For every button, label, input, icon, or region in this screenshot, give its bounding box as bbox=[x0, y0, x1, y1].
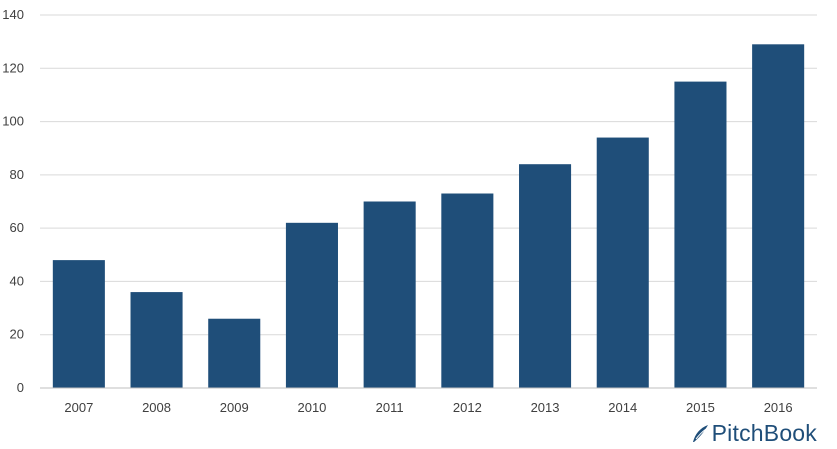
bar-2009 bbox=[208, 318, 261, 388]
x-tick-label: 2009 bbox=[220, 400, 249, 415]
x-tick-label: 2007 bbox=[64, 400, 93, 415]
pitchbook-leaf-icon bbox=[692, 424, 708, 442]
y-tick-label: 40 bbox=[10, 273, 24, 288]
y-tick-label: 20 bbox=[10, 327, 24, 342]
x-tick-label: 2013 bbox=[531, 400, 560, 415]
logo-text: PitchBook bbox=[711, 420, 817, 446]
pitchbook-logo: PitchBook bbox=[691, 420, 817, 447]
bar-2008 bbox=[130, 292, 183, 388]
y-tick-label: 0 bbox=[17, 380, 24, 395]
x-tick-label: 2014 bbox=[608, 400, 637, 415]
x-tick-label: 2010 bbox=[297, 400, 326, 415]
x-tick-label: 2012 bbox=[453, 400, 482, 415]
bar-2012 bbox=[441, 193, 494, 388]
bar-2011 bbox=[363, 201, 416, 388]
bar-2015 bbox=[674, 81, 727, 388]
bar-2016 bbox=[752, 44, 805, 389]
bars bbox=[52, 44, 805, 389]
y-tick-label: 60 bbox=[10, 220, 24, 235]
bar-2013 bbox=[519, 164, 572, 388]
y-tick-label: 100 bbox=[2, 114, 24, 129]
bar-2010 bbox=[285, 222, 338, 388]
bar-2014 bbox=[596, 137, 649, 388]
y-tick-label: 80 bbox=[10, 167, 24, 182]
x-tick-label: 2011 bbox=[376, 400, 404, 415]
x-tick-label: 2015 bbox=[686, 400, 715, 415]
x-tick-label: 2016 bbox=[764, 400, 793, 415]
y-tick-label: 140 bbox=[2, 7, 24, 22]
gridlines bbox=[40, 14, 817, 336]
y-tick-label: 120 bbox=[2, 60, 24, 75]
bar-2007 bbox=[52, 260, 105, 388]
y-axis-ticks: 0 20 40 60 80 100 120 140 bbox=[2, 7, 24, 395]
x-tick-label: 2008 bbox=[142, 400, 171, 415]
x-axis-ticks: 2007 2008 2009 2010 2011 2012 2013 2014 2015 2016 bbox=[64, 400, 792, 415]
